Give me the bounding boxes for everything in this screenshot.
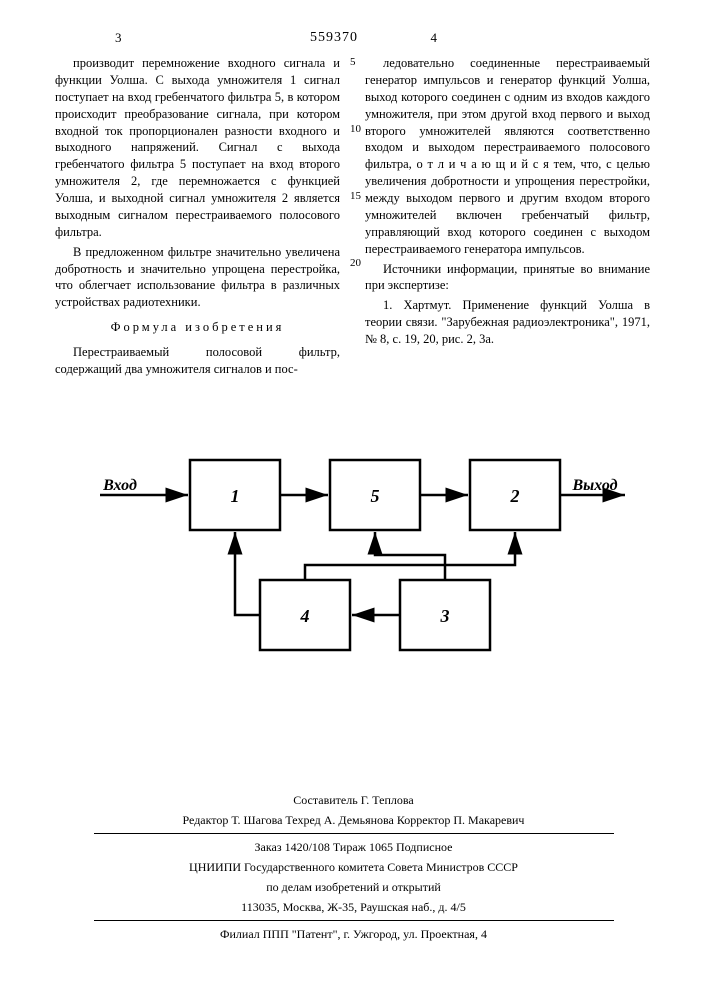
block-diagram: 1 5 2 4 3 Вход Выход: [80, 450, 630, 700]
input-label: Вход: [102, 477, 137, 494]
formula-heading: Формула изобретения: [55, 319, 340, 336]
block-1-label: 1: [231, 486, 240, 506]
block-5-label: 5: [371, 486, 380, 506]
block-3-label: 3: [440, 606, 450, 626]
patent-number: 559370: [310, 30, 358, 46]
footer-order: Заказ 1420/108 Тираж 1065 Подписное: [0, 838, 707, 856]
block-4-label: 4: [300, 606, 310, 626]
footer-org1: ЦНИИПИ Государственного комитета Совета …: [0, 858, 707, 876]
edge-3-5: [375, 532, 445, 580]
paragraph: Перестраиваемый полосовой фильтр, содерж…: [55, 344, 340, 378]
footer-addr: 113035, Москва, Ж-35, Раушская наб., д. …: [0, 898, 707, 916]
footer-divider: [94, 833, 614, 834]
output-label: Выход: [571, 477, 617, 494]
paragraph: ледовательно соединенные перестраиваемый…: [365, 55, 650, 258]
paragraph: В предложенном фильтре значительно увели…: [55, 244, 340, 312]
right-column: ледовательно соединенные перестраиваемый…: [365, 55, 650, 381]
page-col-right: 4: [431, 30, 438, 46]
footer-block: Составитель Г. Теплова Редактор Т. Шагов…: [0, 789, 707, 945]
text-columns: производит перемножение входного сигнала…: [55, 55, 655, 381]
footer-editors: Редактор Т. Шагова Техред А. Демьянова К…: [0, 811, 707, 829]
edge-4-1: [235, 532, 260, 615]
paragraph: 1. Хартмут. Применение функций Уолша в т…: [365, 297, 650, 348]
footer-divider: [94, 920, 614, 921]
paragraph: производит перемножение входного сигнала…: [55, 55, 340, 241]
paragraph: Источники информации, принятые во вниман…: [365, 261, 650, 295]
left-column: производит перемножение входного сигнала…: [55, 55, 340, 381]
footer-compiler: Составитель Г. Теплова: [0, 791, 707, 809]
footer-branch: Филиал ППП "Патент", г. Ужгород, ул. Про…: [0, 925, 707, 943]
block-2-label: 2: [510, 486, 520, 506]
footer-org2: по делам изобретений и открытий: [0, 878, 707, 896]
page-col-left: 3: [115, 30, 122, 46]
